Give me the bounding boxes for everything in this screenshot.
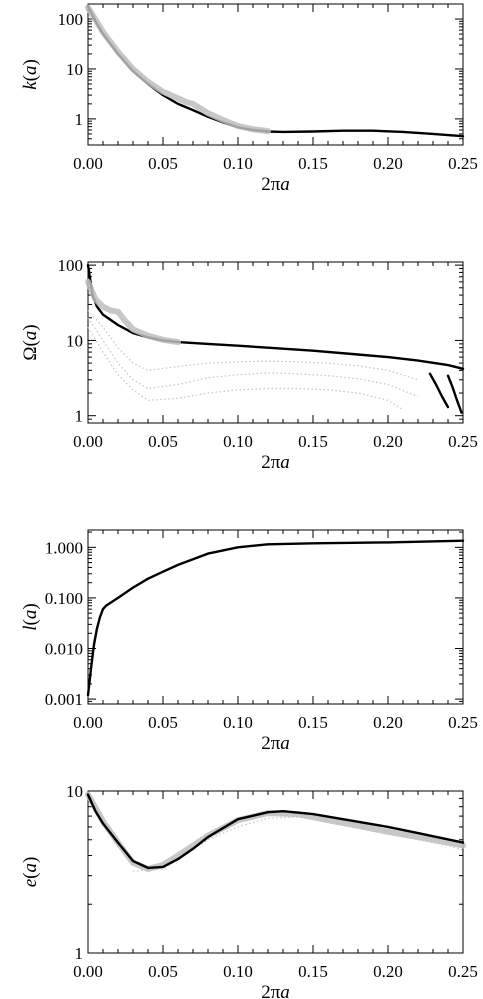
x-axis-label: 2πa xyxy=(261,174,290,195)
series-family-line xyxy=(87,310,419,381)
series-family-line xyxy=(87,317,419,398)
x-tick-label: 0.25 xyxy=(448,713,478,732)
x-tick-label: 0.00 xyxy=(73,962,103,981)
chart-panel-k: 0.00 0.05 0.10 0.15 0.20 0.25 1 10 100 2πa k(a) xyxy=(20,3,478,195)
y-axis-label: k(a) xyxy=(20,59,41,90)
chart-panel-l: 0.00 0.05 0.10 0.15 0.20 0.25 0.001 0.010 0.100 1… xyxy=(20,529,478,754)
x-axis-label: 2πa xyxy=(261,452,290,473)
series-family-line xyxy=(87,326,404,411)
series-main-line xyxy=(86,793,465,870)
y-axis-label: Ω(a) xyxy=(20,324,41,360)
x-tick-label: 0.15 xyxy=(298,713,328,732)
y-tick-label: 0.010 xyxy=(45,640,83,659)
x-tick-label: 0.05 xyxy=(148,713,178,732)
x-tick-label: 0.00 xyxy=(73,154,103,173)
x-tick-label: 0.10 xyxy=(223,962,253,981)
x-tick-label: 0.00 xyxy=(73,713,103,732)
y-tick-label: 10 xyxy=(66,331,83,350)
chart-panel-omega: 0.00 0.05 0.10 0.15 0.20 0.25 1 10 100 2πa Ω(a) xyxy=(20,256,478,473)
x-tick-label: 0.00 xyxy=(73,432,103,451)
x-tick-label: 0.15 xyxy=(298,154,328,173)
x-tick-label: 0.25 xyxy=(448,432,478,451)
x-tick-label: 0.15 xyxy=(298,962,328,981)
plot-frame xyxy=(87,3,464,146)
series-main-line xyxy=(86,263,465,370)
series-family-line xyxy=(132,816,464,872)
y-tick-label: 1 xyxy=(75,407,84,426)
series-main-line xyxy=(446,374,463,414)
x-tick-label: 0.20 xyxy=(373,154,403,173)
chart-panel-e: 0.00 0.05 0.10 0.15 0.20 0.25 1 10 2πa e(a) xyxy=(20,782,478,999)
x-tick-label: 0.10 xyxy=(223,154,253,173)
x-tick-label: 0.05 xyxy=(148,432,178,451)
series-scatter-line xyxy=(85,4,271,135)
y-tick-label: 10 xyxy=(66,60,83,79)
x-axis-label: 2πa xyxy=(261,982,290,999)
x-tick-label: 0.10 xyxy=(223,432,253,451)
y-tick-label: 0.001 xyxy=(45,690,83,709)
series-main-line xyxy=(86,539,465,697)
series-main-line xyxy=(428,372,450,409)
x-tick-label: 0.25 xyxy=(448,154,478,173)
y-tick-label: 0.100 xyxy=(45,589,83,608)
x-tick-label: 0.25 xyxy=(448,962,478,981)
plot-frame xyxy=(87,529,464,705)
series-scatter-line xyxy=(85,278,181,346)
y-tick-label: 100 xyxy=(58,256,84,275)
x-tick-label: 0.20 xyxy=(373,432,403,451)
y-tick-label: 100 xyxy=(58,10,84,29)
y-tick-label: 10 xyxy=(66,782,83,801)
x-tick-label: 0.10 xyxy=(223,713,253,732)
x-tick-label: 0.20 xyxy=(373,962,403,981)
x-axis-label: 2πa xyxy=(261,733,290,754)
y-axis-label: l(a) xyxy=(20,603,41,630)
y-axis-label: e(a) xyxy=(20,857,41,888)
x-tick-label: 0.20 xyxy=(373,713,403,732)
y-tick-label: 1 xyxy=(75,110,84,129)
y-tick-label: 1 xyxy=(75,944,84,963)
y-tick-label: 1.000 xyxy=(45,538,83,557)
x-tick-label: 0.05 xyxy=(148,962,178,981)
x-tick-label: 0.15 xyxy=(298,432,328,451)
x-tick-label: 0.05 xyxy=(148,154,178,173)
plot-frame xyxy=(87,261,464,424)
plot-frame xyxy=(87,790,464,954)
series-main-line xyxy=(86,5,465,138)
